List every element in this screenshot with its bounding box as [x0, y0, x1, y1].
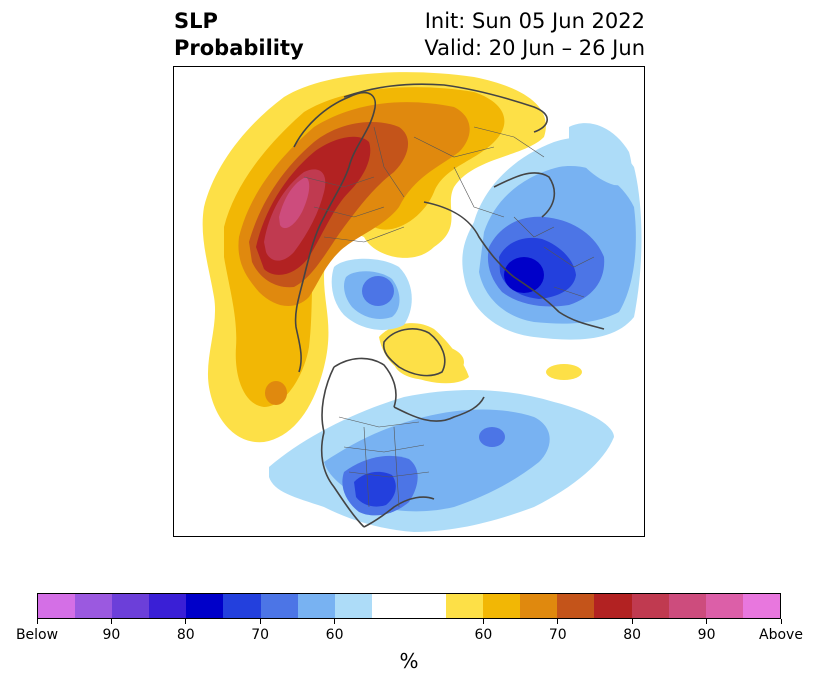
coastlines — [293, 83, 605, 528]
projection-edge-wedge — [174, 287, 180, 317]
colorbar-segment — [149, 594, 187, 618]
colorbar-segment — [408, 594, 447, 618]
below-75-north-america — [354, 471, 396, 507]
colorbar-tick-label: 60 — [474, 627, 493, 643]
colorbar-tick-label: 90 — [102, 627, 121, 643]
colorbar-segment — [705, 594, 743, 618]
colorbar-segment — [75, 594, 113, 618]
canada-arctic-coastline — [321, 357, 397, 433]
europe-coastline — [293, 91, 376, 373]
above-65-atlantic-spot — [265, 381, 287, 405]
above-normal-region — [202, 72, 582, 443]
north-america-borders — [338, 416, 430, 508]
above-60-greenland — [379, 323, 469, 384]
borders — [303, 126, 595, 508]
colorbar — [37, 593, 781, 619]
date-info: Init: Sun 05 Jun 2022 Valid: 20 Jun – 26… — [424, 8, 645, 62]
colorbar-segment — [297, 594, 335, 618]
valid-range: Valid: 20 Jun – 26 Jun — [424, 36, 645, 60]
below-normal-regions — [269, 123, 642, 532]
colorbar-tick-mark — [259, 619, 261, 624]
colorbar-tick-label: 70 — [251, 627, 270, 643]
colorbar-tick-label: 70 — [548, 627, 567, 643]
below-70-atlantic-spot — [479, 427, 505, 447]
colorbar-tick-label: Below — [15, 627, 59, 643]
colorbar-segment — [371, 594, 409, 618]
below-80-asia-core — [504, 257, 544, 293]
title-line-2: Probability — [174, 36, 304, 60]
colorbar-segment — [223, 594, 261, 618]
scandinavia-coastline — [343, 83, 548, 133]
asia-pacific-coastline — [493, 172, 605, 330]
map-panel — [173, 66, 645, 537]
greenland-coastline — [382, 328, 446, 377]
colorbar-tick-label: 60 — [325, 627, 344, 643]
colorbar-segment — [112, 594, 150, 618]
colorbar-tick-label: 90 — [697, 627, 716, 643]
colorbar-segment — [483, 594, 521, 618]
colorbar-segment — [520, 594, 558, 618]
colorbar-tick-label: 80 — [623, 627, 642, 643]
colorbar-segment — [260, 594, 298, 618]
colorbar-tick-mark — [110, 619, 112, 624]
europe-borders — [303, 126, 405, 243]
asia-borders — [513, 216, 595, 298]
probability-map — [174, 72, 642, 532]
init-date: Init: Sun 05 Jun 2022 — [424, 9, 645, 33]
colorbar-segment — [742, 594, 780, 618]
colorbar-segment — [557, 594, 595, 618]
chart-title: SLP Probability — [174, 8, 304, 62]
above-90-area — [279, 177, 310, 229]
gulf-coastline — [363, 496, 435, 528]
colorbar-tick-mark — [185, 619, 187, 624]
colorbar-tick-mark — [706, 619, 708, 624]
colorbar-segment — [668, 594, 706, 618]
colorbar-tick-mark — [631, 619, 633, 624]
below-60-pacific-tail — [569, 123, 632, 186]
russia-borders — [413, 126, 545, 218]
colorbar-unit-label: % — [399, 649, 419, 673]
russia-coastline — [423, 201, 560, 313]
title-line-1: SLP — [174, 9, 218, 33]
below-70-arctic — [362, 276, 394, 306]
colorbar-tick-mark — [482, 619, 484, 624]
colorbar-segment — [186, 594, 224, 618]
above-60-pacific-spot — [546, 364, 582, 380]
north-america-coastline — [320, 396, 485, 528]
colorbar-tick-mark — [334, 619, 336, 624]
colorbar-tick-label: 80 — [176, 627, 195, 643]
colorbar-segment — [631, 594, 669, 618]
colorbar-segment — [446, 594, 484, 618]
colorbar-segment — [38, 594, 76, 618]
colorbar-segment — [594, 594, 632, 618]
colorbar-tick-mark — [36, 619, 38, 624]
colorbar-segment — [334, 594, 372, 618]
colorbar-tick-mark — [780, 619, 782, 624]
colorbar-tick-mark — [557, 619, 559, 624]
colorbar-tick-label: Above — [759, 627, 803, 643]
